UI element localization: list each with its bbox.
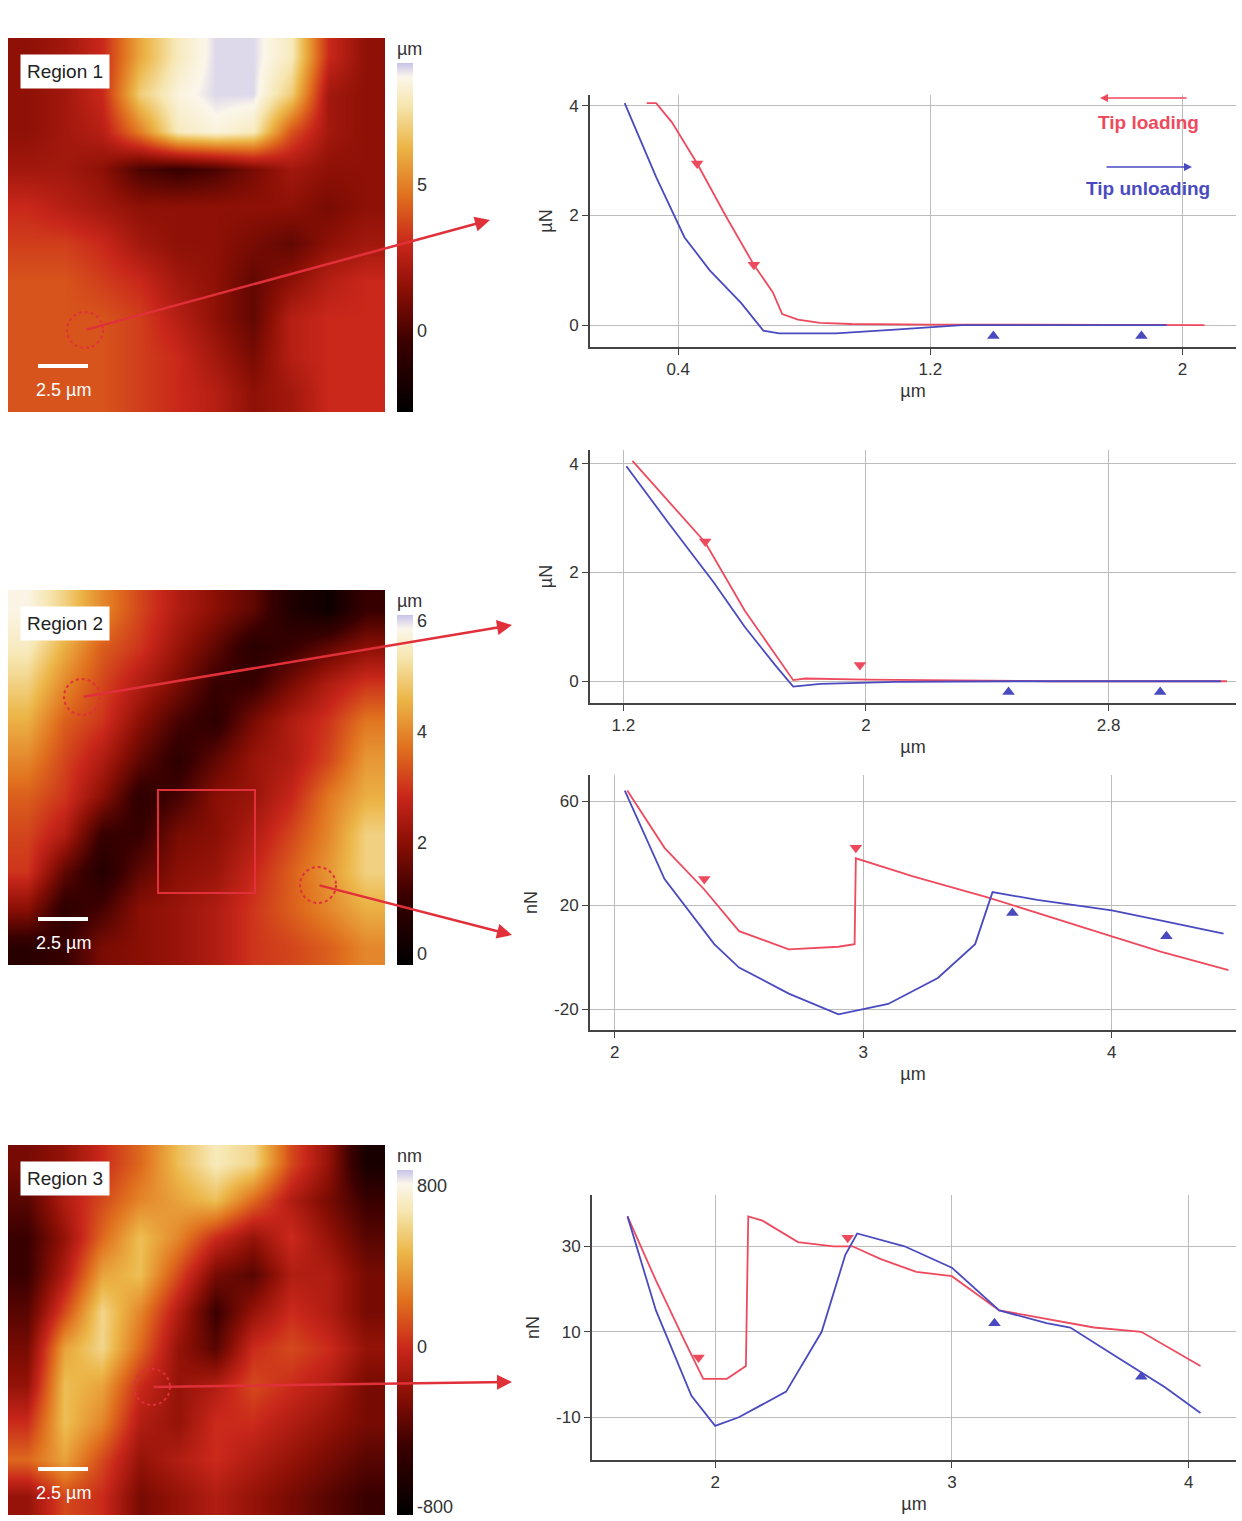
svg-text:2.8: 2.8 xyxy=(1097,716,1121,735)
svg-text:0: 0 xyxy=(417,321,427,341)
svg-text:nN: nN xyxy=(521,891,541,914)
svg-text:Region 2: Region 2 xyxy=(27,613,103,634)
svg-text:µN: µN xyxy=(536,565,556,588)
svg-text:2: 2 xyxy=(610,1043,619,1062)
svg-text:2.5 µm: 2.5 µm xyxy=(36,933,91,953)
svg-text:0: 0 xyxy=(417,944,427,964)
svg-text:30: 30 xyxy=(562,1237,581,1256)
svg-text:1.2: 1.2 xyxy=(919,360,943,379)
svg-text:Tip loading: Tip loading xyxy=(1098,112,1199,133)
svg-text:2.5 µm: 2.5 µm xyxy=(36,380,91,400)
svg-text:0: 0 xyxy=(569,672,578,691)
svg-text:800: 800 xyxy=(417,1176,447,1196)
svg-text:0.4: 0.4 xyxy=(666,360,690,379)
svg-text:20: 20 xyxy=(560,896,579,915)
svg-text:0: 0 xyxy=(569,316,578,335)
svg-text:Region 1: Region 1 xyxy=(27,61,103,82)
svg-text:10: 10 xyxy=(562,1323,581,1342)
svg-text:3: 3 xyxy=(947,1473,956,1492)
svg-text:1.2: 1.2 xyxy=(612,716,636,735)
svg-text:µm: µm xyxy=(900,737,925,757)
svg-text:nm: nm xyxy=(397,1146,422,1166)
svg-text:4: 4 xyxy=(1184,1473,1193,1492)
svg-text:4: 4 xyxy=(569,97,578,116)
svg-text:Region 3: Region 3 xyxy=(27,1168,103,1189)
svg-text:2: 2 xyxy=(569,563,578,582)
svg-text:2: 2 xyxy=(417,833,427,853)
svg-text:-20: -20 xyxy=(554,1000,579,1019)
svg-text:4: 4 xyxy=(417,722,427,742)
svg-text:µN: µN xyxy=(536,209,556,232)
svg-text:5: 5 xyxy=(417,175,427,195)
svg-text:-10: -10 xyxy=(556,1408,581,1427)
svg-text:4: 4 xyxy=(1107,1043,1116,1062)
svg-text:2: 2 xyxy=(569,206,578,225)
svg-text:2.5 µm: 2.5 µm xyxy=(36,1483,91,1503)
svg-text:6: 6 xyxy=(417,611,427,631)
svg-text:60: 60 xyxy=(560,792,579,811)
svg-text:µm: µm xyxy=(901,1494,926,1514)
svg-text:2: 2 xyxy=(1178,360,1187,379)
svg-text:µm: µm xyxy=(900,381,925,401)
svg-text:µm: µm xyxy=(397,39,422,59)
svg-text:2: 2 xyxy=(861,716,870,735)
svg-text:nN: nN xyxy=(523,1316,543,1339)
svg-text:-800: -800 xyxy=(417,1497,453,1517)
svg-text:2: 2 xyxy=(710,1473,719,1492)
svg-text:Tip unloading: Tip unloading xyxy=(1086,178,1210,199)
svg-text:µm: µm xyxy=(397,591,422,611)
svg-text:3: 3 xyxy=(859,1043,868,1062)
svg-text:0: 0 xyxy=(417,1337,427,1357)
svg-text:µm: µm xyxy=(900,1064,925,1084)
svg-text:4: 4 xyxy=(569,455,578,474)
